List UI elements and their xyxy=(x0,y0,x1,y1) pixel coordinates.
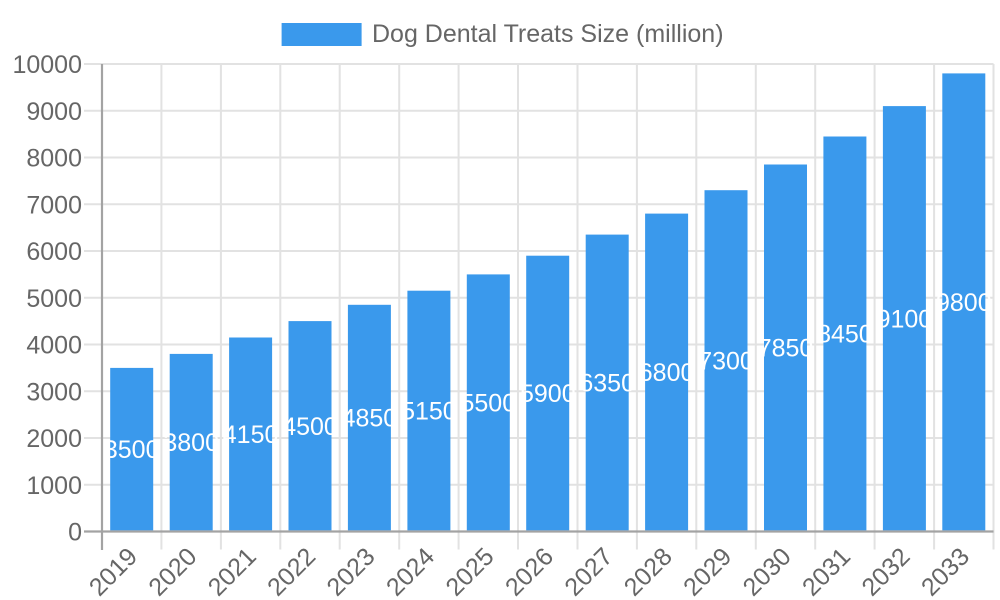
svg-text:1000: 1000 xyxy=(26,472,82,500)
svg-text:9800: 9800 xyxy=(936,289,992,317)
svg-text:8450: 8450 xyxy=(817,321,873,349)
svg-text:4000: 4000 xyxy=(26,332,82,360)
svg-text:9100: 9100 xyxy=(877,305,933,333)
svg-text:9000: 9000 xyxy=(26,98,82,126)
svg-text:4500: 4500 xyxy=(282,413,338,441)
svg-text:6350: 6350 xyxy=(579,370,635,398)
svg-text:5900: 5900 xyxy=(520,380,576,408)
svg-text:3800: 3800 xyxy=(163,429,219,457)
svg-text:4850: 4850 xyxy=(342,405,398,433)
svg-text:5000: 5000 xyxy=(26,285,82,313)
svg-text:Dog Dental Treats Size (millio: Dog Dental Treats Size (million) xyxy=(372,20,724,48)
svg-text:6000: 6000 xyxy=(26,238,82,266)
svg-text:2000: 2000 xyxy=(26,425,82,453)
svg-text:10000: 10000 xyxy=(12,51,82,79)
svg-text:4150: 4150 xyxy=(223,421,279,449)
svg-text:0: 0 xyxy=(68,519,82,547)
svg-text:6800: 6800 xyxy=(639,359,695,387)
svg-text:5150: 5150 xyxy=(401,398,457,426)
svg-text:7850: 7850 xyxy=(758,335,814,363)
svg-text:8000: 8000 xyxy=(26,145,82,173)
svg-text:3500: 3500 xyxy=(104,436,160,464)
svg-text:3000: 3000 xyxy=(26,379,82,407)
svg-text:7300: 7300 xyxy=(698,347,754,375)
svg-text:5500: 5500 xyxy=(460,389,516,417)
svg-text:7000: 7000 xyxy=(26,192,82,220)
